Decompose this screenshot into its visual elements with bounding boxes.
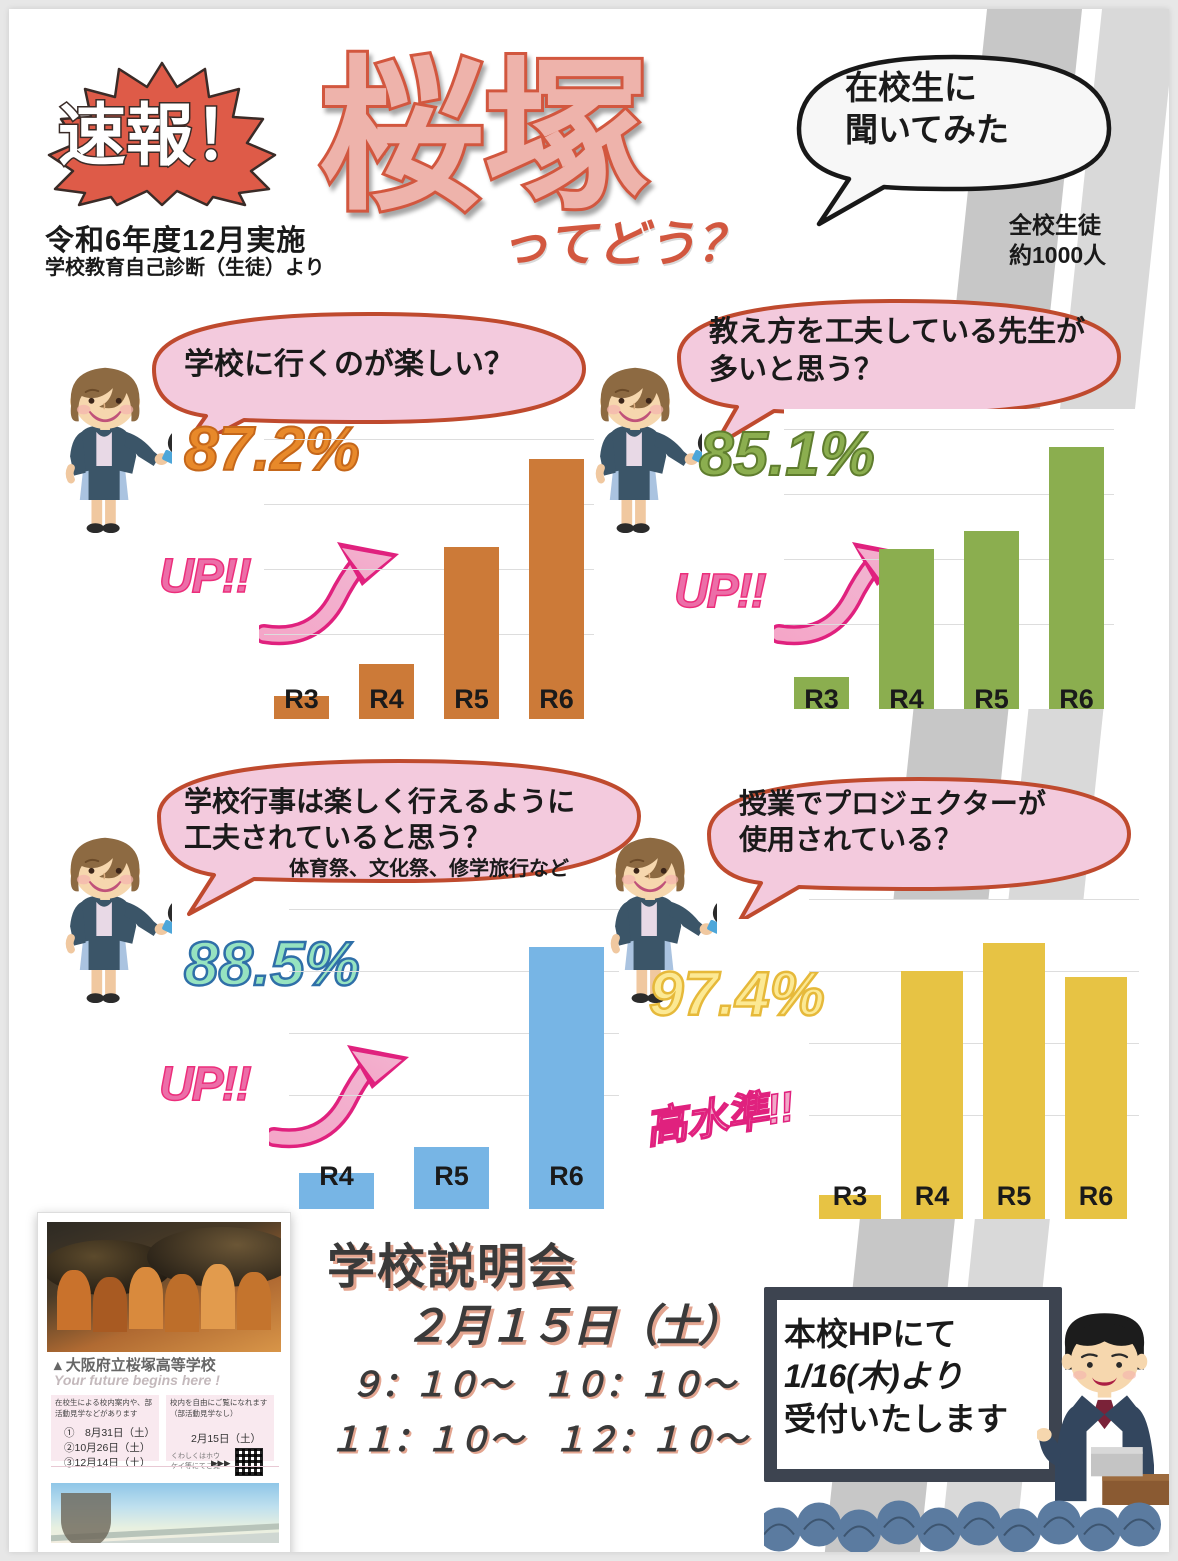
svg-text:桜塚: 桜塚 — [319, 45, 649, 229]
svg-text:速報！: 速報！ — [58, 98, 262, 174]
